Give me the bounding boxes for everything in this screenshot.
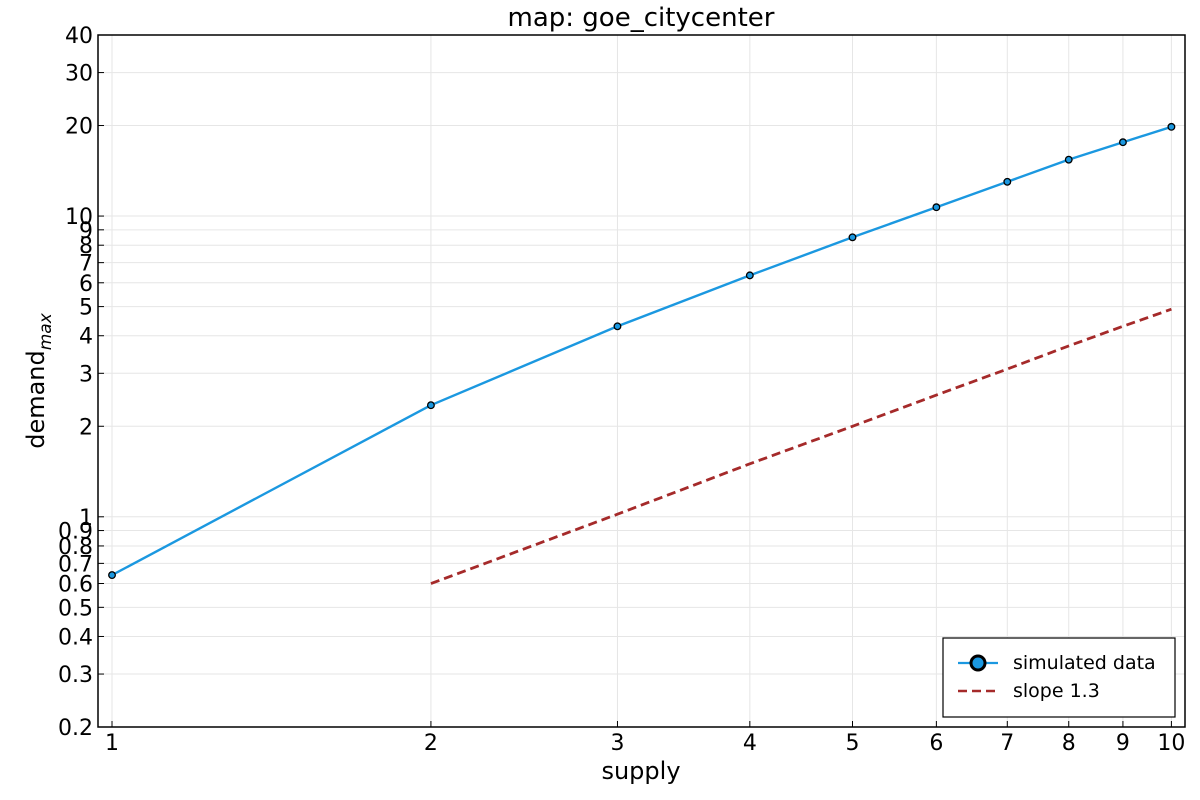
y-tick-label: 0.5	[58, 596, 93, 621]
legend: simulated data slope 1.3	[942, 637, 1176, 718]
data-point	[1167, 122, 1176, 131]
y-tick-label: 3	[79, 362, 93, 387]
y-tick-label: 0.4	[58, 625, 93, 650]
series-line-slope-1-3	[430, 307, 1172, 585]
x-tick-label: 5	[845, 731, 859, 756]
y-tick-label: 6	[79, 272, 93, 297]
data-point	[426, 401, 435, 410]
x-tick-label: 9	[1116, 731, 1130, 756]
y-tick-label: 10	[65, 205, 93, 230]
x-tick-label: 2	[424, 731, 438, 756]
y-tick-label: 1	[79, 506, 93, 531]
data-point	[1064, 155, 1073, 164]
x-tick-label: 7	[1000, 731, 1014, 756]
x-tick-label: 8	[1062, 731, 1076, 756]
data-point	[1003, 177, 1012, 186]
y-tick-label: 8	[79, 234, 93, 259]
y-tick-label: 0.2	[58, 716, 93, 741]
x-tick-label: 6	[929, 731, 943, 756]
x-tick-label: 4	[743, 731, 757, 756]
y-axis-label-subscript: max	[36, 312, 56, 350]
y-tick-label: 4	[79, 325, 93, 350]
data-point	[108, 571, 116, 580]
data-point	[613, 322, 622, 331]
y-tick-label: 0.8	[58, 535, 93, 560]
chart-title: map: goe_citycenter	[508, 3, 775, 33]
x-tick-label: 10	[1157, 731, 1185, 756]
series-line-simulated-data	[111, 125, 1172, 577]
x-axis-label: supply	[601, 757, 680, 785]
y-tick-label: 40	[65, 24, 93, 49]
legend-label-simulated-data: simulated data	[1013, 652, 1156, 674]
x-tick-label: 3	[610, 731, 624, 756]
y-tick-label: 5	[79, 296, 93, 321]
y-tick-label: 0.7	[58, 552, 93, 577]
data-point	[932, 203, 941, 212]
x-tick-label: 1	[105, 731, 119, 756]
y-axis-label-main: demand	[22, 350, 50, 449]
series-layer	[108, 122, 1176, 585]
tick-labels: 1 2 3 4 5 6 7 8 9 100.20.30.40.50.60.70.80.912345…	[58, 24, 1185, 756]
y-tick-label: 0.6	[58, 573, 93, 598]
y-axis-label: demandmax	[22, 312, 56, 449]
data-point	[745, 271, 754, 280]
y-tick-label: 0.3	[58, 663, 93, 688]
y-tick-label: 20	[65, 115, 93, 140]
y-tick-label: 0.9	[58, 520, 93, 545]
y-tick-label: 30	[65, 62, 93, 87]
data-point	[848, 233, 857, 242]
y-tick-label: 9	[79, 219, 93, 244]
plot-frame	[97, 34, 1186, 728]
legend-box	[942, 637, 1176, 718]
legend-label-slope: slope 1.3	[1013, 680, 1100, 702]
grid	[98, 34, 1185, 728]
y-tick-label: 7	[79, 252, 93, 277]
data-point	[1118, 138, 1127, 147]
y-tick-label: 2	[79, 415, 93, 440]
legend-marker-simulated-data	[969, 654, 987, 672]
